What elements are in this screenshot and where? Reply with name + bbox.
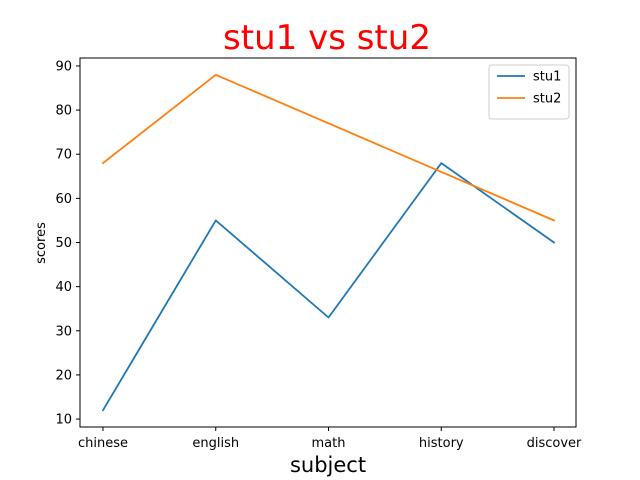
legend-box bbox=[488, 64, 570, 120]
y-axis-label: scores bbox=[34, 222, 49, 264]
y-axis: 10 20 30 40 50 60 70 80 90 bbox=[55, 59, 80, 428]
x-tick-label: math bbox=[312, 436, 346, 451]
x-tick-label: discover bbox=[527, 436, 582, 451]
series-line-stu2 bbox=[101, 73, 556, 222]
series-lines bbox=[101, 73, 556, 412]
x-tick-label: chinese bbox=[78, 436, 128, 451]
legend: stu1 stu2 bbox=[488, 64, 570, 120]
y-tick-label: 70 bbox=[55, 148, 72, 163]
y-tick-label: 10 bbox=[55, 413, 72, 428]
x-axis-label: subject bbox=[290, 453, 366, 477]
y-tick-label: 50 bbox=[55, 236, 72, 251]
x-tick-label: english bbox=[192, 436, 239, 451]
y-tick-label: 60 bbox=[55, 192, 72, 207]
y-tick-label: 90 bbox=[55, 59, 72, 74]
legend-label-stu1: stu1 bbox=[533, 70, 561, 85]
x-axis: chinese english math history discover bbox=[78, 427, 582, 451]
x-tick-label: history bbox=[419, 436, 464, 451]
legend-label-stu2: stu2 bbox=[533, 92, 561, 107]
y-tick-label: 20 bbox=[55, 368, 72, 383]
y-tick-label: 30 bbox=[55, 324, 72, 339]
series-line-stu1 bbox=[101, 162, 556, 412]
y-tick-label: 40 bbox=[55, 280, 72, 295]
chart-title: stu1 vs stu2 bbox=[223, 18, 431, 58]
y-tick-label: 80 bbox=[55, 104, 72, 119]
